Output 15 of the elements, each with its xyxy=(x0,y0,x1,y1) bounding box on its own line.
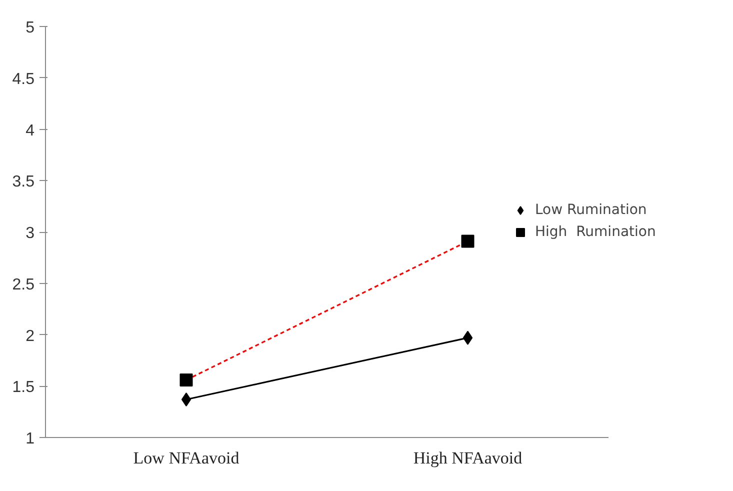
legend-label: High Rumination xyxy=(535,224,656,240)
y-tick-label: 5 xyxy=(26,20,35,36)
y-tick-label: 1.5 xyxy=(12,379,35,396)
x-tick-label: Low NFAavoid xyxy=(133,448,240,468)
point xyxy=(181,392,192,406)
legend-label: Low Rumination xyxy=(535,202,647,218)
point xyxy=(462,330,473,345)
x-tick-label: High NFAavoid xyxy=(413,448,523,468)
y-tick-label: 3 xyxy=(26,225,35,242)
y-tick-label: 4 xyxy=(26,122,35,140)
y-tick-label: 3.5 xyxy=(12,174,35,191)
y-tick-label: 2.5 xyxy=(12,276,35,294)
y-tick-label: 2 xyxy=(26,328,35,345)
y-tick-label: 4.5 xyxy=(12,70,35,88)
y-tick-label: 1 xyxy=(26,430,35,448)
